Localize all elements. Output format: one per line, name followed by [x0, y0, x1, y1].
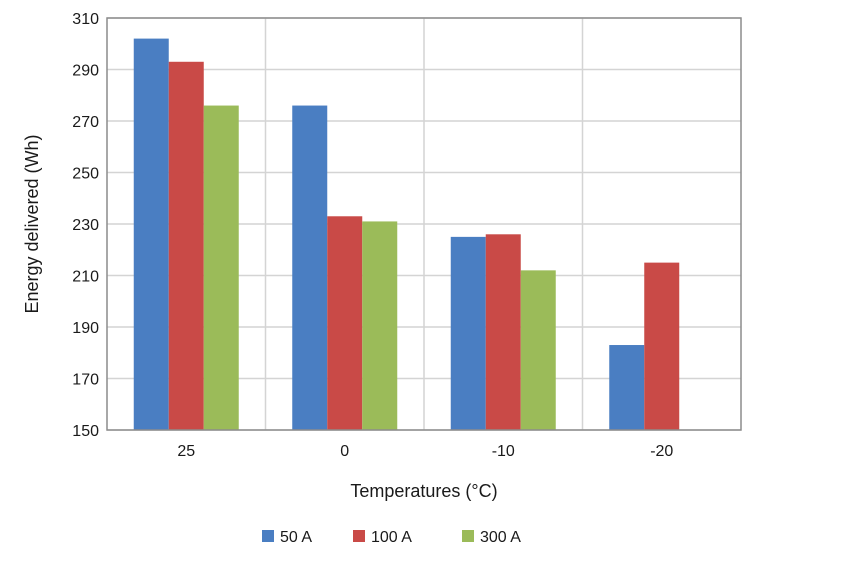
bar — [292, 105, 328, 431]
y-axis-title: Energy delivered (Wh) — [22, 134, 42, 313]
y-tick-label: 310 — [72, 11, 99, 28]
y-tick-label: 190 — [72, 320, 99, 337]
y-tick-label: 150 — [72, 423, 99, 440]
legend-label: 50 A — [280, 529, 312, 546]
legend-swatch — [462, 530, 474, 542]
bars — [133, 38, 680, 431]
bar — [520, 270, 556, 430]
y-tick-label: 270 — [72, 114, 99, 131]
bar — [362, 221, 398, 430]
bar — [450, 236, 486, 430]
legend-swatch — [353, 530, 365, 542]
x-tick-label: -10 — [492, 443, 515, 460]
bar — [327, 216, 363, 430]
bar — [485, 234, 521, 430]
bar — [609, 345, 645, 430]
bar — [644, 262, 680, 430]
y-tick-labels: 150 170 190 210 230 250 270 290 310 — [72, 11, 99, 440]
y-tick-label: 290 — [72, 63, 99, 80]
legend-label: 100 A — [371, 529, 412, 546]
x-tick-label: -20 — [650, 443, 673, 460]
y-tick-label: 210 — [72, 269, 99, 286]
x-axis-title: Temperatures (°C) — [350, 481, 497, 501]
y-tick-label: 170 — [72, 372, 99, 389]
x-tick-label: 0 — [340, 443, 349, 460]
legend-swatch — [262, 530, 274, 542]
bar — [168, 61, 204, 431]
plot-border — [106, 17, 742, 431]
bar — [133, 38, 169, 430]
x-tick-label: 25 — [177, 443, 195, 460]
y-tick-label: 250 — [72, 166, 99, 183]
bar — [203, 105, 239, 431]
legend-label: 300 A — [480, 529, 521, 546]
y-tick-label: 230 — [72, 217, 99, 234]
x-tick-labels: 25 0 -10 -20 — [177, 443, 673, 460]
legend: 50 A 100 A 300 A — [262, 529, 521, 546]
